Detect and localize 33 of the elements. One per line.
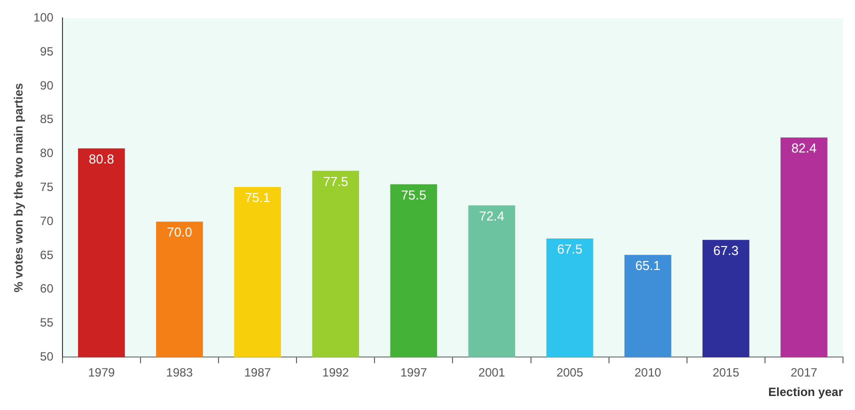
y-tick-label: 60 — [40, 282, 54, 296]
x-tick-label: 1997 — [400, 366, 428, 380]
x-tick-label: 1987 — [244, 366, 272, 380]
x-axis-title: Election year — [768, 385, 844, 400]
x-tick-label: 1979 — [88, 366, 116, 380]
x-tick-label: 1983 — [166, 366, 194, 380]
y-axis-title: % votes won by the two main parties — [12, 82, 26, 292]
x-tick-label: 1992 — [322, 366, 350, 380]
y-tick-label: 95 — [40, 44, 54, 58]
y-tick-label: 75 — [40, 180, 54, 194]
y-tick-label: 50 — [40, 350, 54, 364]
y-tick-label: 65 — [40, 248, 54, 262]
y-tick-label: 70 — [40, 214, 54, 228]
data-label: 80.8 — [88, 151, 114, 166]
x-tick-label: 2015 — [712, 366, 740, 380]
data-label: 67.5 — [557, 242, 582, 257]
y-tick-label: 55 — [40, 316, 54, 330]
y-tick-label: 100 — [33, 10, 54, 25]
data-label: 65.1 — [635, 258, 661, 273]
data-label: 82.4 — [791, 140, 817, 156]
data-label: 75.5 — [401, 187, 426, 202]
x-tick-label: 2017 — [790, 366, 818, 380]
x-tick-label: 2005 — [556, 366, 584, 380]
data-label: 77.5 — [322, 174, 348, 189]
x-tick-label: 2010 — [634, 366, 662, 380]
data-label: 70.0 — [166, 224, 192, 240]
y-tick-label: 85 — [40, 112, 54, 126]
x-tick-label: 2001 — [478, 366, 506, 380]
data-label: 72.4 — [479, 208, 504, 224]
data-label: 67.3 — [713, 242, 739, 258]
y-tick-label: 90 — [40, 78, 54, 92]
y-tick-label: 80 — [40, 146, 54, 160]
data-label: 75.1 — [244, 190, 270, 206]
